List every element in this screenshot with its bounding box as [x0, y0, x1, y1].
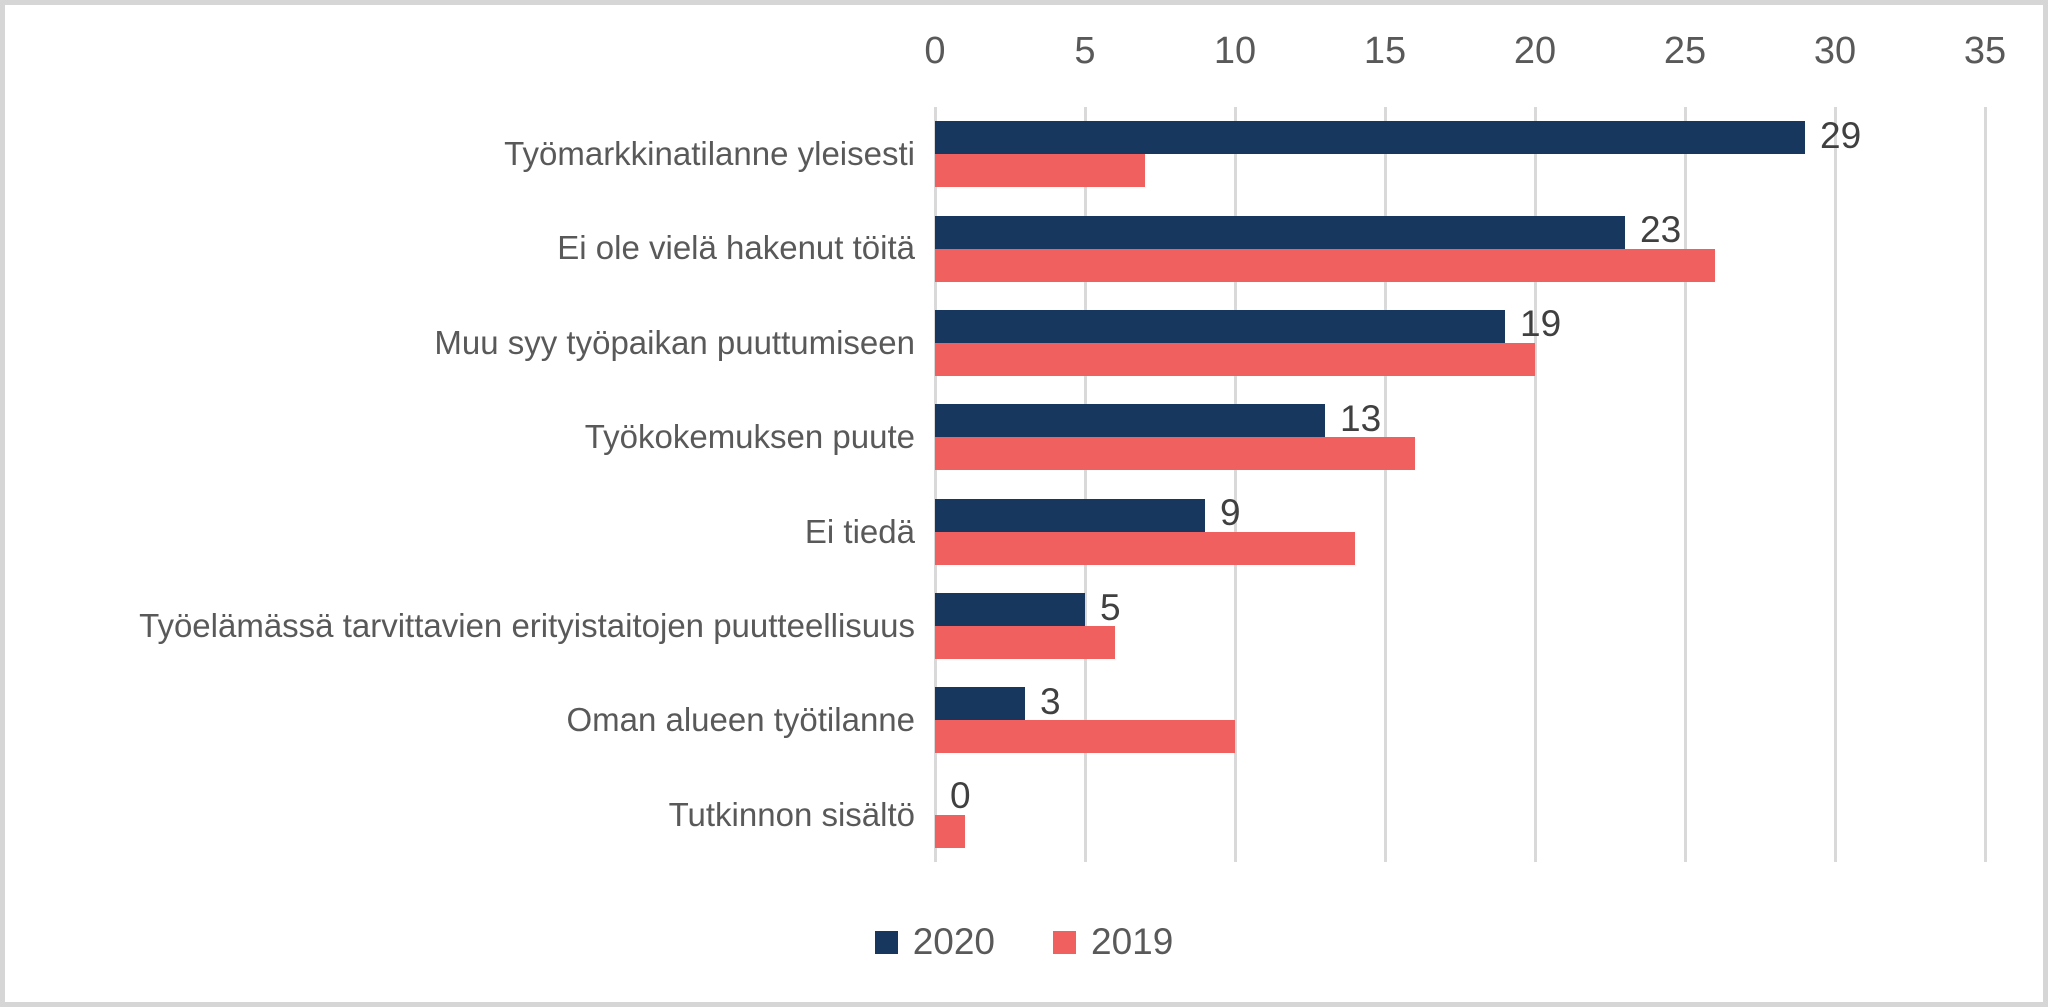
- bar-2020-row-3: [935, 404, 1325, 438]
- gridline-20: [1533, 107, 1537, 862]
- x-tick-label-15: 15: [1363, 30, 1407, 72]
- x-tick-label-30: 30: [1813, 30, 1857, 72]
- bar-2020-row-2: [935, 309, 1505, 343]
- bar-2020-row-6: [935, 687, 1025, 721]
- bar-2019-row-2: [935, 342, 1535, 376]
- data-label-2020-row-5: 5: [1100, 586, 1121, 628]
- legend-item-2020: 2020: [874, 921, 995, 963]
- x-tick-label-20: 20: [1513, 30, 1557, 72]
- category-label: Työkokemuksen puute: [584, 418, 915, 456]
- bar-2019-row-3: [935, 437, 1415, 471]
- x-tick-label-35: 35: [1963, 30, 2007, 72]
- category-label: Oman alueen työtilanne: [566, 701, 915, 739]
- gridline-35: [1983, 107, 1987, 862]
- bar-2019-row-4: [935, 531, 1355, 565]
- data-label-2020-row-7: 0: [950, 775, 971, 817]
- bar-2019-row-5: [935, 626, 1115, 660]
- gridline-10: [1233, 107, 1237, 862]
- bar-2019-row-7: [935, 814, 965, 848]
- category-label: Tutkinnon sisältö: [668, 795, 915, 833]
- category-label: Muu syy työpaikan puuttumiseen: [434, 323, 915, 361]
- gridline-30: [1833, 107, 1837, 862]
- bar-2019-row-1: [935, 248, 1715, 282]
- data-label-2020-row-4: 9: [1220, 492, 1241, 534]
- category-label: Ei tiedä: [804, 512, 915, 550]
- bar-2020-row-5: [935, 593, 1085, 627]
- bar-2020-row-4: [935, 498, 1205, 532]
- data-label-2020-row-2: 19: [1520, 303, 1562, 345]
- data-label-2020-row-0: 29: [1820, 114, 1862, 156]
- data-label-2020-row-3: 13: [1340, 397, 1382, 439]
- legend: 2020 2019: [5, 921, 2043, 963]
- category-label: Työmarkkinatilanne yleisesti: [504, 135, 915, 173]
- bar-2019-row-0: [935, 154, 1145, 188]
- category-label: Työelämässä tarvittavien erityistaitojen…: [139, 606, 915, 644]
- x-tick-label-0: 0: [924, 30, 946, 72]
- legend-swatch-2019: [1053, 930, 1076, 954]
- data-label-2020-row-6: 3: [1040, 680, 1061, 722]
- x-tick-label-25: 25: [1663, 30, 1707, 72]
- bar-2020-row-0: [935, 121, 1805, 155]
- data-label-2020-row-1: 23: [1640, 209, 1682, 251]
- gridline-0: [933, 107, 937, 862]
- gridline-25: [1683, 107, 1687, 862]
- x-tick-label-10: 10: [1213, 30, 1257, 72]
- gridline-5: [1083, 107, 1087, 862]
- legend-item-2019: 2019: [1053, 921, 1173, 963]
- legend-swatch-2020: [874, 930, 898, 954]
- legend-label-2020: 2020: [912, 921, 995, 962]
- bar-2019-row-6: [935, 720, 1235, 754]
- legend-label-2019: 2019: [1091, 921, 1174, 962]
- bar-2020-row-1: [935, 215, 1625, 249]
- category-label: Ei ole vielä hakenut töitä: [557, 229, 915, 267]
- x-tick-label-5: 5: [1074, 30, 1096, 72]
- gridline-15: [1383, 107, 1387, 862]
